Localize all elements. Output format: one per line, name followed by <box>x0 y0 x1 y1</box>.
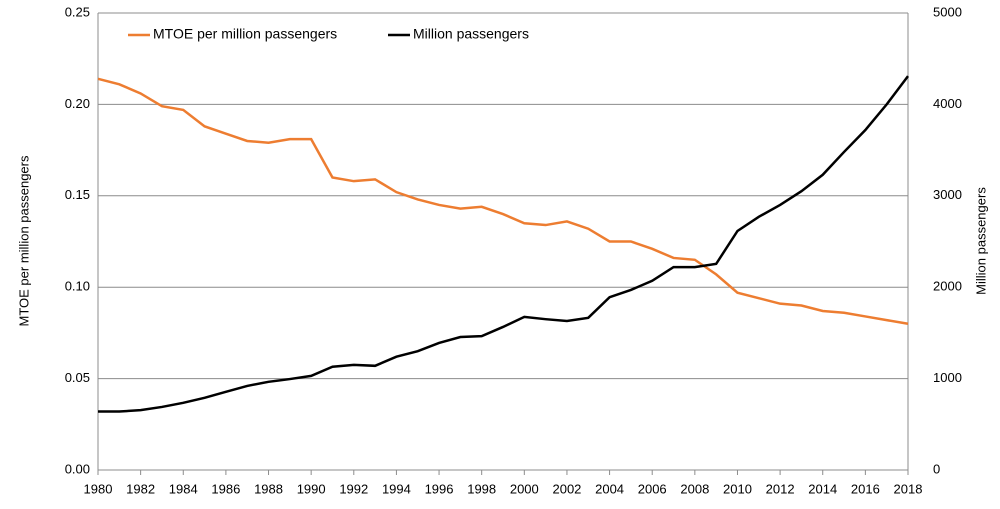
x-tick-label: 2002 <box>552 481 581 496</box>
x-tick-label: 2016 <box>851 481 880 496</box>
y2-tick-label: 2000 <box>933 279 962 294</box>
y-axis-label: MTOE per million passengers <box>16 155 31 326</box>
series-line <box>97 77 909 325</box>
x-tick-label: 1996 <box>425 481 454 496</box>
y-tick-label: 0.10 <box>65 279 90 294</box>
x-tick-label: 2014 <box>808 481 837 496</box>
x-tick-label: 2000 <box>510 481 539 496</box>
x-tick-label: 2012 <box>766 481 795 496</box>
y-tick-label: 0.20 <box>65 96 90 111</box>
x-tick-label: 1982 <box>126 481 155 496</box>
x-tick-label: 2004 <box>595 481 624 496</box>
x-tick-label: 1988 <box>254 481 283 496</box>
x-tick-label: 1992 <box>339 481 368 496</box>
legend-label: MTOE per million passengers <box>153 26 337 42</box>
y-tick-label: 0.15 <box>65 187 90 202</box>
series-line <box>98 75 909 413</box>
x-tick-label: 1998 <box>467 481 496 496</box>
y2-tick-label: 0 <box>933 461 940 476</box>
x-tick-label: 1990 <box>297 481 326 496</box>
y2-axis-label: Million passengers <box>973 187 988 295</box>
x-tick-label: 2006 <box>638 481 667 496</box>
x-tick-label: 1980 <box>84 481 113 496</box>
y2-tick-label: 3000 <box>933 187 962 202</box>
y2-tick-label: 1000 <box>933 370 962 385</box>
legend-label: Million passengers <box>413 26 529 42</box>
x-tick-label: 1986 <box>211 481 240 496</box>
x-tick-label: 2010 <box>723 481 752 496</box>
x-tick-label: 1994 <box>382 481 411 496</box>
y-tick-label: 0.00 <box>65 461 90 476</box>
y-tick-label: 0.25 <box>65 4 90 19</box>
y2-tick-label: 4000 <box>933 96 962 111</box>
y2-tick-label: 5000 <box>933 4 962 19</box>
x-tick-label: 1984 <box>169 481 198 496</box>
y-tick-label: 0.05 <box>65 370 90 385</box>
x-tick-label: 2008 <box>680 481 709 496</box>
x-tick-label: 2018 <box>894 481 923 496</box>
